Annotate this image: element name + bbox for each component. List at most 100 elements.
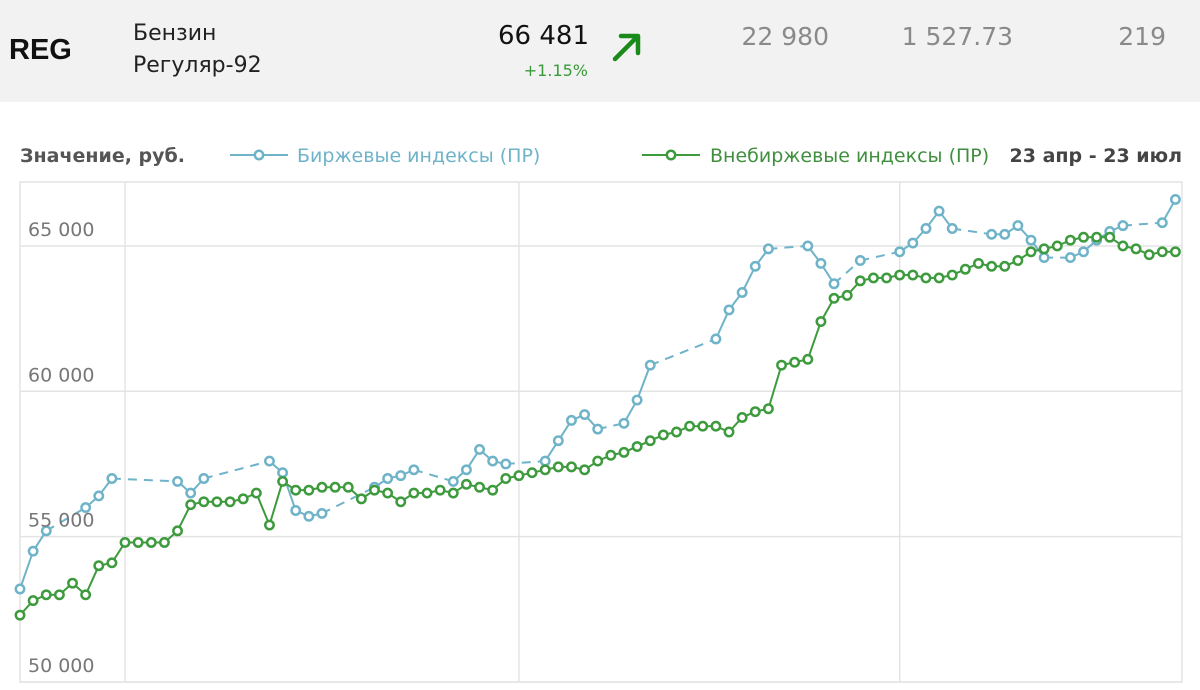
data-point — [303, 510, 315, 522]
data-point — [526, 467, 538, 479]
data-point — [14, 609, 26, 621]
data-point — [789, 356, 801, 368]
data-point — [959, 263, 971, 275]
series-segment — [203, 460, 270, 480]
data-point — [671, 426, 682, 438]
y-tick-label: 50 000 — [28, 655, 94, 677]
data-point — [1156, 217, 1168, 229]
data-point — [487, 484, 499, 496]
data-point — [145, 537, 157, 548]
data-point — [539, 455, 551, 467]
data-point — [986, 228, 998, 240]
data-point — [1064, 234, 1076, 246]
data-point — [185, 499, 197, 511]
data-point — [500, 473, 512, 484]
data-point — [946, 223, 958, 234]
data-point — [999, 228, 1011, 240]
data-point — [1078, 231, 1089, 243]
data-point — [342, 481, 354, 493]
data-point — [605, 449, 617, 461]
data-point — [566, 414, 577, 426]
legend-exchange-marker[interactable] — [228, 140, 290, 170]
legend-exchange-label[interactable]: Биржевые индексы (ПР) — [297, 145, 541, 167]
data-point — [644, 359, 656, 371]
legend-otc-label[interactable]: Внебиржевые индексы (ПР) — [710, 145, 990, 167]
last-price: 66 481 — [498, 21, 589, 51]
data-point — [710, 333, 722, 345]
data-point — [736, 412, 748, 423]
data-point — [828, 278, 840, 290]
data-point — [723, 426, 735, 438]
data-point — [973, 257, 984, 269]
data-point — [172, 475, 184, 487]
data-point — [447, 475, 459, 487]
data-point — [158, 537, 170, 548]
data-point — [1038, 243, 1050, 255]
y-axis-label: Значение, руб. — [20, 145, 186, 167]
data-point — [1064, 252, 1076, 264]
data-point — [119, 537, 131, 548]
data-point — [408, 464, 420, 476]
data-point — [631, 441, 643, 452]
trade-volume: 22 980 — [741, 22, 829, 51]
y-tick-label: 60 000 — [28, 364, 94, 386]
data-point — [277, 475, 289, 487]
data-point — [762, 243, 774, 255]
series-segment — [768, 244, 808, 250]
data-point — [316, 481, 328, 493]
data-point — [1025, 234, 1037, 246]
series-segment — [833, 259, 861, 285]
data-point — [592, 423, 604, 435]
data-point — [27, 595, 39, 607]
data-point — [894, 269, 906, 281]
data-point — [237, 493, 249, 505]
data-point — [434, 484, 446, 496]
data-point — [933, 205, 945, 217]
instrument-name-line1: Бензин — [133, 21, 217, 46]
series-segment — [45, 506, 87, 532]
data-point — [303, 484, 315, 496]
data-point — [198, 496, 210, 508]
data-point — [552, 435, 564, 447]
data-point — [67, 577, 78, 589]
data-point — [106, 557, 118, 569]
data-point — [408, 487, 420, 499]
data-point — [592, 455, 604, 467]
series-segment — [636, 364, 652, 401]
data-point — [460, 464, 472, 476]
ticker-row[interactable]: REG Бензин Регуляр-92 66 481 +1.15% 22 9… — [0, 0, 1200, 102]
trend-up-arrow-icon — [612, 33, 641, 62]
data-point — [290, 505, 302, 516]
data-point — [802, 240, 814, 252]
series-segment — [321, 486, 375, 515]
series-segment — [111, 477, 178, 483]
chart-legend: Значение, руб. Биржевые индексы (ПР) Вне… — [0, 140, 1200, 174]
data-point — [854, 255, 866, 266]
data-point — [579, 464, 591, 476]
series-exchange — [14, 193, 1181, 595]
data-point — [907, 269, 919, 281]
data-point — [920, 223, 932, 234]
legend-otc-marker[interactable] — [640, 140, 702, 170]
data-point — [907, 237, 919, 249]
data-point — [224, 496, 236, 508]
data-point — [198, 473, 210, 484]
data-point — [474, 443, 485, 455]
data-point — [93, 560, 105, 572]
data-point — [631, 394, 643, 406]
data-point — [1091, 231, 1103, 243]
data-point — [185, 487, 197, 499]
y-tick-label: 65 000 — [28, 219, 94, 241]
data-point — [867, 272, 879, 284]
data-point — [211, 496, 223, 508]
period-range[interactable]: 23 апр - 23 июл — [1009, 145, 1182, 167]
data-point — [815, 257, 827, 269]
data-point — [1130, 243, 1142, 255]
data-point — [264, 519, 275, 531]
data-point — [802, 353, 814, 365]
series-segment — [255, 492, 271, 526]
data-point — [250, 487, 262, 499]
data-point — [1038, 252, 1050, 264]
data-point — [776, 359, 787, 371]
